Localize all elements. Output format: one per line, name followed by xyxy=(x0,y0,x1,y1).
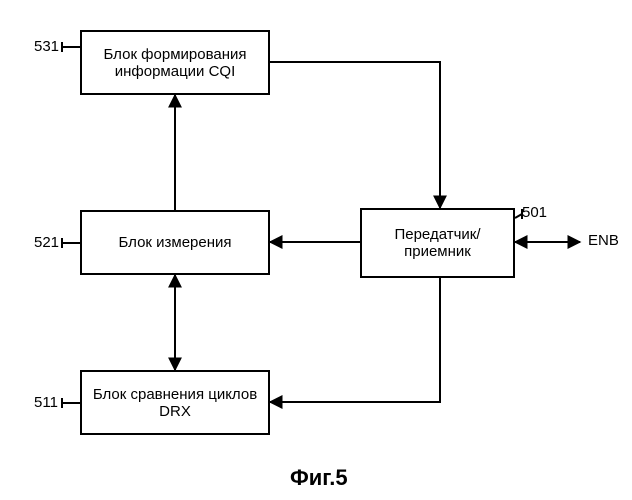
node-transceiver-text: Передатчик/ приемник xyxy=(366,226,509,260)
label-511: 511 xyxy=(34,394,58,411)
diagram-canvas: Блок формирования информации CQI Блок из… xyxy=(0,0,632,500)
label-501: 501 xyxy=(522,204,547,221)
node-cqi-text: Блок формирования информации CQI xyxy=(86,46,264,80)
figure-caption: Фиг.5 xyxy=(290,465,348,491)
label-531: 531 xyxy=(34,38,59,55)
node-measurement-block: Блок измерения xyxy=(80,210,270,275)
label-enb: ENB xyxy=(588,232,619,249)
node-measurement-text: Блок измерения xyxy=(118,234,231,251)
node-drx-text: Блок сравнения циклов DRX xyxy=(86,386,264,420)
node-drx-block: Блок сравнения циклов DRX xyxy=(80,370,270,435)
node-cqi-block: Блок формирования информации CQI xyxy=(80,30,270,95)
label-521: 521 xyxy=(34,234,59,251)
node-transceiver-block: Передатчик/ приемник xyxy=(360,208,515,278)
